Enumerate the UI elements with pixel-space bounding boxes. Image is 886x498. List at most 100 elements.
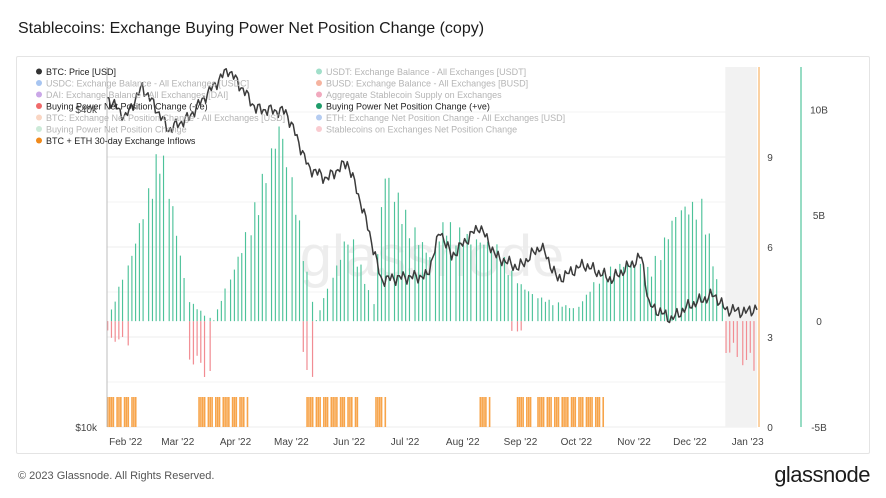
inflow-bar bbox=[123, 397, 126, 427]
inflow-bar bbox=[527, 397, 530, 427]
legend-item[interactable]: Aggregate Stablecoin Supply on Exchanges bbox=[316, 90, 502, 100]
legend-dot bbox=[316, 91, 322, 98]
left-tick-label: $40k bbox=[75, 105, 98, 116]
legend-item[interactable]: ETH: Exchange Net Position Change - All … bbox=[316, 113, 565, 123]
inflow-bar bbox=[330, 397, 333, 427]
inflow-bar bbox=[241, 397, 243, 427]
legend-dot bbox=[36, 91, 42, 98]
legend-label: DAI: Exchange Balance - All Exchanges [D… bbox=[46, 90, 228, 100]
legend-item[interactable]: Buying Power Net Position Change (-ve) bbox=[36, 102, 208, 112]
inflow-bar bbox=[306, 397, 308, 427]
glassnode-logo: glassnode bbox=[774, 462, 870, 487]
inflow-bar bbox=[133, 397, 135, 427]
inflow-bar bbox=[570, 397, 573, 427]
inflow-bar bbox=[131, 397, 133, 427]
legend-dot bbox=[316, 114, 322, 121]
legend-item[interactable]: Buying Power Net Position Change (+ve) bbox=[316, 102, 490, 112]
legend-dot bbox=[316, 103, 322, 109]
inflow-bar bbox=[246, 397, 249, 427]
watermark-text: glassnode bbox=[300, 224, 564, 289]
x-tick-label: Sep '22 bbox=[504, 437, 538, 448]
inflow-bar bbox=[602, 397, 605, 427]
legend-item[interactable]: USDC: Exchange Balance - All Exchanges [… bbox=[36, 79, 249, 89]
x-tick-label: Mar '22 bbox=[161, 437, 194, 448]
negative-series bbox=[107, 321, 755, 377]
x-tick-label: Dec '22 bbox=[673, 437, 707, 448]
inflow-bar bbox=[235, 397, 238, 427]
inflow-bar bbox=[581, 397, 584, 427]
legend-label: USDC: Exchange Balance - All Exchanges [… bbox=[46, 79, 249, 89]
copyright-text: © 2023 Glassnode. All Rights Reserved. bbox=[18, 470, 215, 482]
positive-series bbox=[110, 126, 724, 322]
inflow-bar bbox=[483, 397, 485, 427]
inflow-bar bbox=[224, 397, 226, 427]
inflow-bar bbox=[574, 397, 577, 427]
mid-tick-label: 3 bbox=[767, 333, 773, 344]
inflow-bar bbox=[589, 397, 591, 427]
shaded-region bbox=[725, 67, 757, 427]
x-tick-label: Jul '22 bbox=[391, 437, 420, 448]
right-tick-label: 5B bbox=[813, 211, 826, 222]
legend-item[interactable]: DAI: Exchange Balance - All Exchanges [D… bbox=[36, 90, 228, 100]
legend-label: Stablecoins on Exchanges Net Position Ch… bbox=[326, 125, 517, 135]
inflow-bar bbox=[565, 397, 567, 427]
legend-label: Buying Power Net Position Change (-ve) bbox=[46, 102, 208, 112]
legend-item[interactable]: BUSD: Exchange Balance - All Exchanges [… bbox=[316, 79, 528, 89]
inflow-bar bbox=[211, 397, 213, 427]
inflow-bar bbox=[587, 397, 590, 427]
inflow-bar bbox=[200, 397, 202, 427]
legend-item[interactable]: BTC + ETH 30-day Exchange Inflows bbox=[36, 136, 196, 146]
legend-item[interactable]: Buying Power Net Position Change bbox=[36, 125, 187, 135]
inflow-bar bbox=[481, 397, 483, 427]
inflow-bar bbox=[563, 397, 565, 427]
inflow-bar bbox=[311, 397, 314, 427]
inflow-bar bbox=[578, 397, 580, 427]
inflow-bar bbox=[539, 397, 541, 427]
legend-dot bbox=[316, 126, 322, 132]
inflow-bar bbox=[540, 397, 543, 427]
x-tick-label: Aug '22 bbox=[446, 437, 480, 448]
inflow-bar bbox=[222, 397, 225, 427]
legend-item[interactable]: Stablecoins on Exchanges Net Position Ch… bbox=[316, 125, 517, 135]
legend-label: BTC: Exchange Net Position Change - All … bbox=[46, 113, 285, 123]
chart-svg[interactable]: glassnode $40k $10k 9 6 3 0 10B 5B 0 -5B Feb '22 Ma… bbox=[17, 57, 869, 453]
inflow-bar bbox=[207, 397, 210, 427]
inflow-bar bbox=[332, 397, 334, 427]
inflow-bar bbox=[209, 397, 212, 427]
inflow-bar bbox=[226, 397, 228, 427]
inflow-bar bbox=[561, 397, 564, 427]
inflow-bar bbox=[319, 397, 321, 427]
inflow-bar bbox=[339, 397, 342, 427]
inflow-bar bbox=[488, 397, 491, 427]
inflow-bar bbox=[378, 397, 381, 427]
inflow-bar bbox=[522, 397, 524, 427]
legend-item[interactable]: BTC: Exchange Net Position Change - All … bbox=[36, 113, 285, 123]
inflow-bar bbox=[529, 397, 532, 427]
inflow-bar bbox=[520, 397, 523, 427]
inflow-bar bbox=[518, 397, 521, 427]
inflow-bar bbox=[107, 397, 109, 427]
legend-item[interactable]: BTC: Price [USD] bbox=[36, 67, 116, 77]
mid-tick-label: 9 bbox=[767, 153, 773, 164]
inflow-bar bbox=[354, 397, 357, 427]
legend-dot bbox=[36, 137, 42, 144]
inflow-bar bbox=[343, 397, 346, 427]
inflow-bar bbox=[537, 397, 539, 427]
inflow-bar bbox=[112, 397, 115, 427]
legend-dot bbox=[36, 114, 42, 121]
inflow-bar bbox=[228, 397, 230, 427]
inflow-bar bbox=[557, 397, 560, 427]
inflow-bar bbox=[598, 397, 601, 427]
inflow-bar bbox=[347, 397, 349, 427]
legend-item[interactable]: USDT: Exchange Balance - All Exchanges [… bbox=[316, 67, 526, 77]
inflow-bar bbox=[134, 397, 137, 427]
legend-dot bbox=[36, 126, 42, 132]
inflow-bar bbox=[479, 397, 482, 427]
price-series bbox=[106, 68, 758, 324]
inflow-bar bbox=[550, 397, 552, 427]
x-tick-label: Jan '23 bbox=[732, 437, 764, 448]
legend-label: BUSD: Exchange Balance - All Exchanges [… bbox=[326, 79, 528, 89]
right-tick-label: -5B bbox=[811, 423, 827, 434]
legend-label: Buying Power Net Position Change bbox=[46, 125, 187, 135]
legend-label: BTC + ETH 30-day Exchange Inflows bbox=[46, 136, 196, 146]
